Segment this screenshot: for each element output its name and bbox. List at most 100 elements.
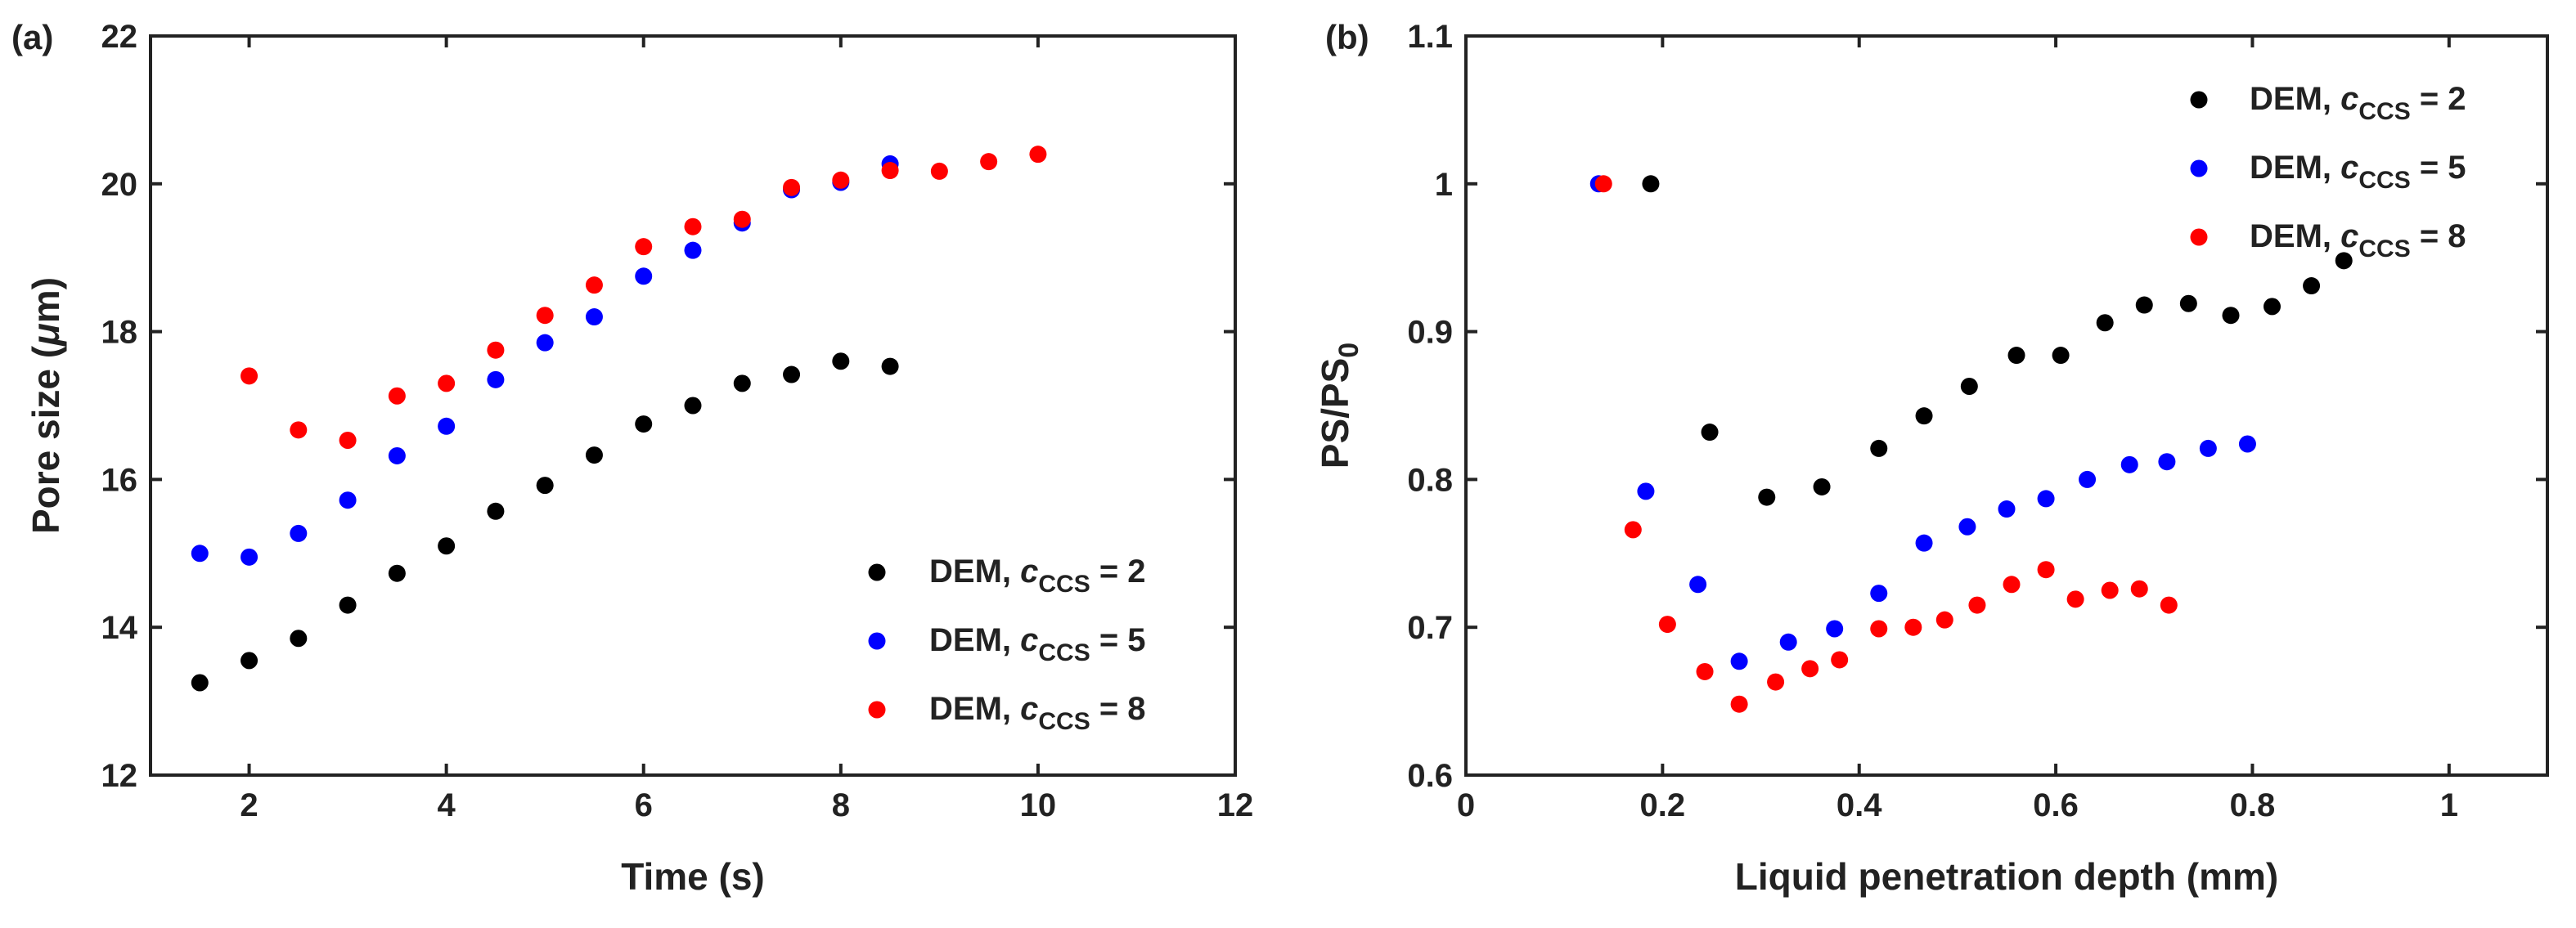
panel-b-y-axis-title-sub: 0 [1333,343,1364,358]
data-point-series-3 [1870,620,1888,638]
y-tick-label: 0.6 [1407,758,1453,794]
panel-a-label: (a) [11,18,53,56]
data-point-series-2 [191,545,209,563]
data-point-series-2 [2238,435,2256,453]
legend-label-series-3: DEM, cCCS = 8 [929,691,1146,735]
panel-a-x-axis-title: Time (s) [621,855,765,898]
data-point-series-3 [980,153,998,171]
data-point-series-2 [1637,482,1655,500]
y-tick-label: 16 [101,462,138,498]
data-point-series-3 [1658,616,1676,634]
y-tick-label: 20 [101,167,138,203]
y-tick-label: 0.9 [1407,315,1453,351]
data-point-series-1 [1915,407,1933,425]
y-tick-label: 0.8 [1407,462,1453,498]
data-point-series-2 [1915,534,1933,552]
data-point-series-3 [2101,581,2119,599]
y-tick-label: 22 [101,19,138,55]
data-point-series-1 [2303,277,2321,295]
data-point-series-2 [2079,470,2097,488]
data-point-series-1 [881,357,899,375]
panel-a-data-points [191,146,1047,692]
data-point-series-1 [1758,488,1776,506]
y-tick-label: 12 [101,758,138,794]
data-point-series-2 [2158,453,2176,471]
data-point-series-1 [2263,298,2281,316]
panel-a: (a) 2 4 6 8 10 12 12 14 16 18 20 22 Time (s) Pore s… [11,18,1253,898]
legend-marker-series-2 [868,632,886,650]
legend-label-series-3: DEM, cCCS = 8 [2250,218,2466,262]
legend-label-series-1: DEM, cCCS = 2 [2250,81,2466,125]
data-point-series-2 [1826,620,1844,638]
data-point-series-1 [241,652,258,670]
data-point-series-3 [388,387,406,405]
panel-b-legend: DEM, cCCS = 2 DEM, cCCS = 5 DEM, cCCS = 8 [2190,81,2466,262]
data-point-series-1 [635,415,653,433]
panel-b-x-axis-title: Liquid penetration depth (mm) [1735,855,2278,898]
data-point-series-1 [2222,307,2240,325]
data-point-series-1 [832,352,850,370]
data-point-series-1 [339,596,357,614]
y-tick-label: 18 [101,315,138,351]
data-point-series-3 [1767,673,1785,691]
data-point-series-3 [1696,662,1714,680]
panel-a-y-axis-title-prefix: Pore size ( [25,345,67,534]
data-point-series-2 [339,491,357,509]
data-point-series-3 [2130,580,2148,598]
legend-label-series-2: DEM, cCCS = 5 [2250,150,2466,194]
data-point-series-3 [1730,695,1748,713]
panel-a-y-axis-title-suffix: m) [25,277,67,323]
panel-b-label: (b) [1325,18,1369,56]
data-point-series-1 [2135,296,2153,314]
data-point-series-1 [684,397,702,415]
data-point-series-2 [684,241,702,259]
data-point-series-1 [2335,252,2353,270]
data-point-series-1 [191,674,209,692]
panel-b-y-axis-title-prefix: PS/PS [1314,358,1356,469]
data-point-series-3 [1968,596,1986,614]
legend-marker-series-1 [868,563,886,581]
panel-b: (b) 0 0.2 0.4 0.6 0.8 1 0.6 0.7 0.8 0.9 1 1.1 Liqui… [1314,18,2549,898]
x-tick-label: 0.2 [1640,787,1686,823]
data-point-series-3 [536,307,554,325]
data-point-series-1 [2052,347,2070,365]
legend-marker-series-1 [2190,91,2208,109]
data-point-series-2 [1958,518,1976,536]
data-point-series-2 [388,446,406,464]
x-tick-label: 2 [240,787,258,823]
y-tick-label: 1 [1435,167,1453,203]
panel-a-ticks: 2 4 6 8 10 12 12 14 16 18 20 22 [101,19,1254,823]
data-point-series-3 [930,162,948,180]
x-tick-label: 0.4 [1836,787,1882,823]
legend-label-series-2: DEM, cCCS = 5 [929,622,1146,666]
data-point-series-3 [2160,596,2178,614]
data-point-series-1 [1813,477,1831,495]
data-point-series-2 [2037,490,2055,508]
data-point-series-3 [241,367,258,385]
data-point-series-2 [585,308,603,326]
data-point-series-3 [1624,521,1642,539]
data-point-series-1 [1701,424,1719,442]
data-point-series-1 [438,537,456,555]
data-point-series-2 [241,548,258,566]
data-point-series-2 [2199,439,2217,457]
x-tick-label: 0.6 [2033,787,2079,823]
panel-b-plot-frame [1464,34,2549,777]
data-point-series-3 [1594,175,1612,193]
x-tick-label: 0.8 [2230,787,2276,823]
panel-a-legend: DEM, cCCS = 2 DEM, cCCS = 5 DEM, cCCS = 8 [868,554,1146,735]
data-point-series-3 [635,238,653,256]
data-point-series-3 [339,431,357,449]
x-tick-label: 1 [2440,787,2458,823]
x-tick-label: 6 [635,787,653,823]
data-point-series-3 [1029,146,1047,164]
x-tick-label: 10 [1020,787,1057,823]
data-point-series-3 [783,178,801,196]
y-tick-label: 1.1 [1407,19,1453,55]
panel-b-y-axis-title: PS/PS0 [1314,343,1364,468]
data-point-series-2 [438,417,456,435]
x-tick-label: 0 [1457,787,1475,823]
data-point-series-1 [1642,175,1660,193]
y-tick-label: 0.7 [1407,610,1453,646]
y-tick-label: 14 [101,610,138,646]
